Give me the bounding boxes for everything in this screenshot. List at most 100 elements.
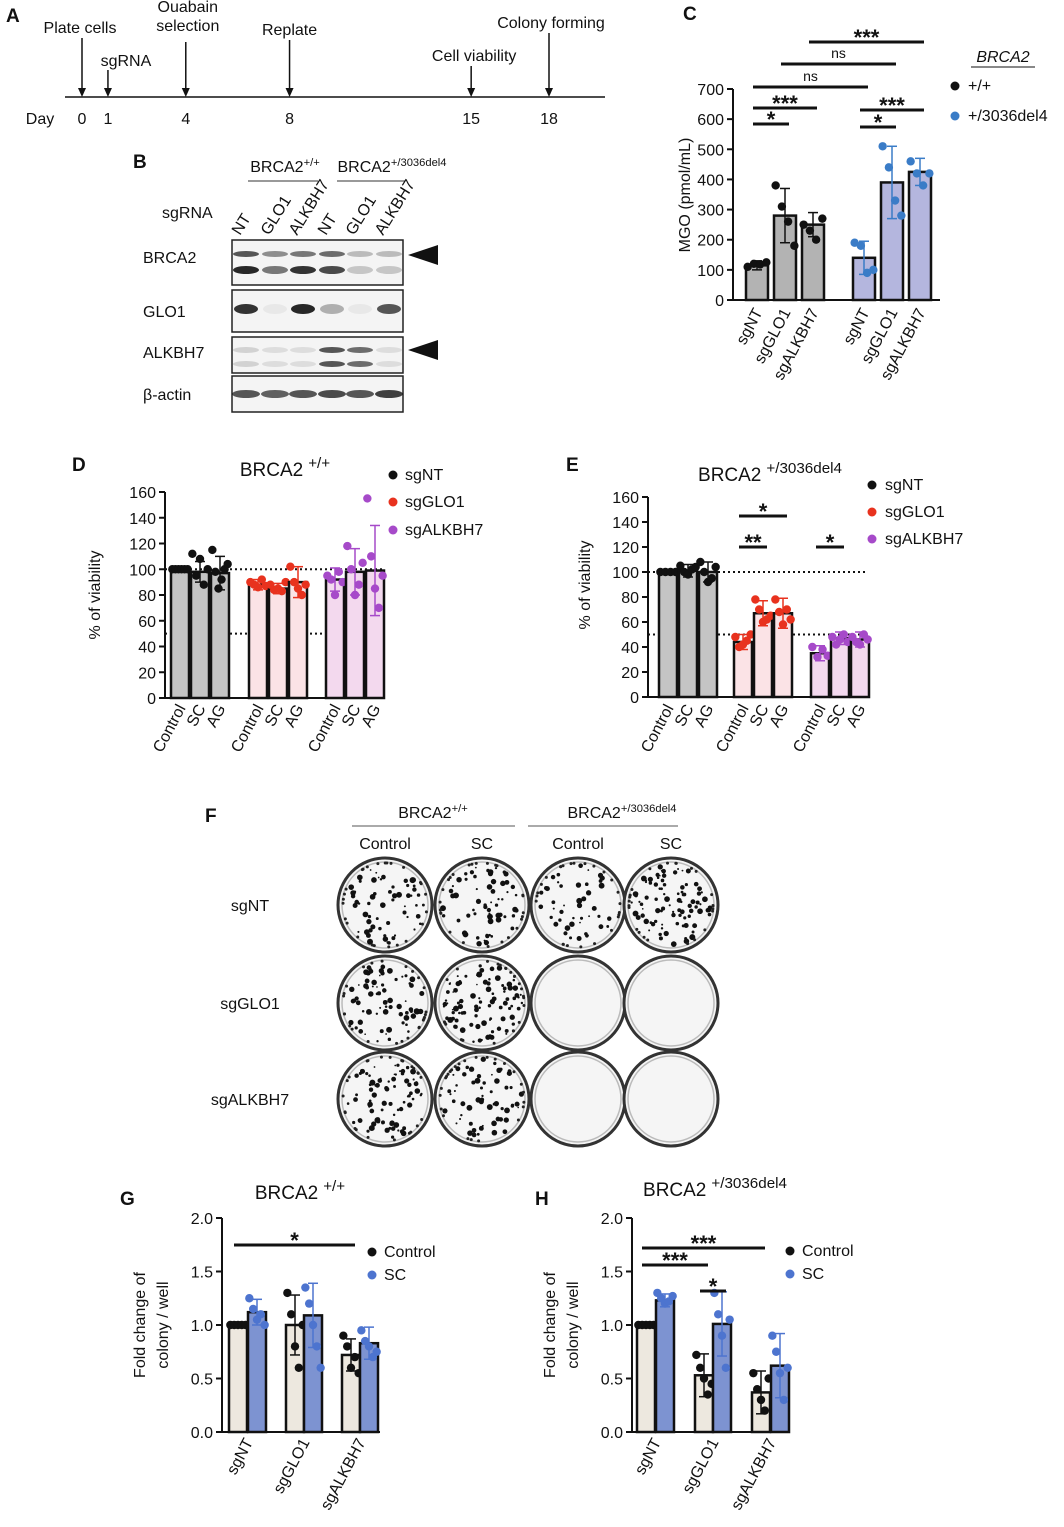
data-point [771, 595, 780, 604]
colony-dot [472, 908, 475, 912]
colony-dot [413, 928, 416, 931]
rim-dot [411, 969, 415, 973]
colony-dot [405, 1065, 410, 1070]
y-axis-label: % of viability [87, 551, 104, 640]
colony-dot [453, 987, 458, 993]
colony-dot [647, 876, 653, 882]
data-point [283, 1288, 292, 1298]
colony-dot [457, 980, 463, 986]
colony-dot [401, 975, 404, 978]
colony-dot [399, 1070, 402, 1073]
colony-dot [357, 1118, 363, 1123]
significance-label: ns [803, 68, 818, 84]
colony-dot [663, 892, 666, 896]
data-point [756, 1395, 766, 1405]
colony-dot [475, 888, 478, 891]
rim-dot [474, 1055, 478, 1059]
colony-dot [453, 1024, 458, 1029]
colony-dot [576, 897, 583, 904]
rim-dot [395, 943, 399, 947]
colony-dot [451, 1099, 456, 1104]
legend-title: BRCA2 [976, 49, 1029, 66]
colony-dot [465, 1065, 470, 1070]
colony-dot [494, 903, 499, 907]
colony-dot [487, 1003, 492, 1008]
legend-marker [867, 534, 877, 544]
x-tick-label: SC [747, 702, 772, 730]
y-tick-label: 40 [621, 640, 639, 657]
legend-label: sgNT [885, 477, 923, 494]
rim-dot [366, 1059, 370, 1063]
band [262, 361, 288, 367]
rim-dot [561, 942, 565, 946]
colony-dot [452, 991, 454, 993]
rim-dot [536, 891, 540, 895]
significance-label: * [759, 499, 768, 524]
rim-dot [343, 917, 347, 921]
colony-dot [478, 1125, 484, 1131]
colony-dot [378, 968, 384, 974]
rim-dot [710, 893, 714, 897]
data-point [743, 262, 752, 272]
colony-dot [402, 910, 407, 915]
title-sup: +/3036del4 [766, 460, 842, 477]
x-tick-label: AG [359, 702, 385, 730]
y-tick-label: 2.0 [191, 1211, 213, 1228]
text-main: BRCA2 [398, 805, 451, 822]
colony-dot [384, 1127, 390, 1133]
colony-dot [460, 1113, 463, 1117]
y-tick-label: 160 [612, 490, 639, 507]
colony-dot [485, 1034, 491, 1040]
panel-letter: D [72, 455, 86, 476]
data-point [334, 567, 344, 577]
colony-dot [507, 985, 513, 991]
rim-dot [544, 875, 548, 879]
rim-dot [441, 1114, 445, 1118]
rim-dot [343, 1110, 347, 1114]
day-label: 15 [462, 111, 480, 128]
text-sup: +/+ [452, 803, 468, 815]
colony-dot [381, 874, 386, 880]
rim-dot [535, 894, 539, 898]
arrow-head [545, 88, 553, 97]
panel-letter: E [566, 455, 579, 476]
rim-dot [711, 904, 715, 908]
colony-dot [597, 872, 604, 878]
rim-dot [362, 965, 366, 969]
colony-dot [697, 908, 703, 915]
colony-dot [459, 1117, 462, 1121]
colony-dot [668, 904, 671, 907]
band [346, 390, 374, 398]
plate [622, 856, 720, 954]
colony-dot [415, 1081, 418, 1084]
colony-dot [695, 900, 700, 905]
rim-dot [627, 904, 631, 908]
panel-letter: A [6, 6, 20, 27]
colony-dot [364, 978, 370, 984]
data-point [779, 1395, 789, 1405]
rim-dot [461, 941, 465, 945]
colony-dot [412, 1078, 415, 1081]
legend-marker [950, 111, 960, 121]
plate-rim [438, 959, 526, 1047]
x-tick-label: Control [228, 702, 267, 756]
plate-rim [341, 959, 429, 1047]
colony-dot [391, 898, 395, 902]
colony-dot [382, 936, 389, 942]
data-point [217, 575, 226, 584]
rim-dot [422, 986, 426, 990]
data-point [191, 571, 201, 580]
band [320, 304, 344, 314]
band [347, 347, 373, 353]
rim-dot [485, 1055, 489, 1059]
rim-dot [410, 1065, 414, 1069]
day-label: 8 [285, 111, 294, 128]
colony-dot [607, 916, 612, 921]
rim-dot [630, 888, 634, 892]
colony-dot [494, 866, 498, 870]
data-point [301, 580, 310, 589]
colony-dot [474, 1077, 481, 1084]
colony-dot [352, 998, 357, 1003]
colony-dot [687, 903, 692, 909]
data-point [195, 554, 205, 564]
